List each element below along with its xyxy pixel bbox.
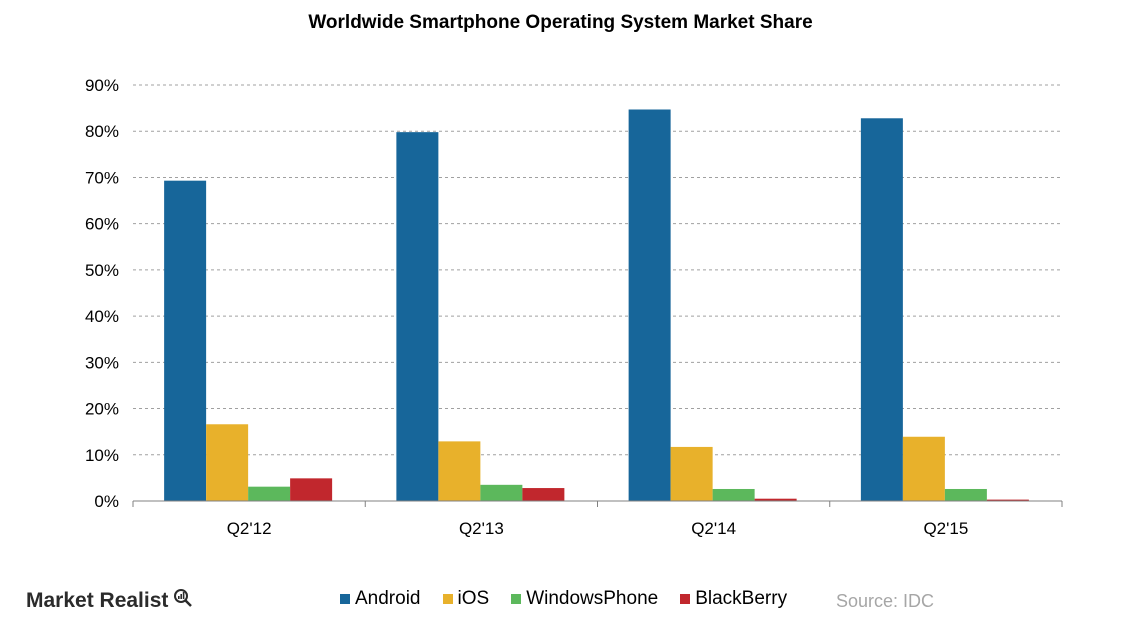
brand-name: Market Realist bbox=[26, 589, 169, 612]
legend-swatch-ios bbox=[442, 594, 453, 604]
bar-windowsphone-1 bbox=[480, 484, 523, 501]
legend: Android iOS WindowsPhone BlackBerry bbox=[340, 588, 809, 610]
source-note: Source: IDC bbox=[836, 591, 935, 611]
legend-item-ios: iOS bbox=[442, 588, 490, 610]
bar-windowsphone-2 bbox=[712, 488, 755, 501]
bar-ios-0 bbox=[206, 424, 249, 501]
y-tick-label: 60% bbox=[85, 215, 119, 234]
bar-android-2 bbox=[628, 109, 671, 502]
y-tick-label: 80% bbox=[85, 122, 119, 141]
y-tick-label: 40% bbox=[85, 307, 119, 326]
y-tick-label: 70% bbox=[85, 168, 119, 187]
bar-blackberry-3 bbox=[986, 499, 1029, 501]
bar-windowsphone-0 bbox=[248, 486, 291, 501]
bar-android-3 bbox=[860, 118, 903, 501]
y-tick-label: 0% bbox=[94, 492, 119, 511]
x-tick-label: Q2'13 bbox=[459, 519, 504, 538]
x-tick-label: Q2'14 bbox=[691, 519, 736, 538]
bar-android-1 bbox=[396, 132, 439, 501]
bar-chart: 0% 10% 20% 30% 40% 50% 60% 70% 80% 90% Q2'12 Q2'13 Q… bbox=[85, 76, 1063, 538]
bar-ios-3 bbox=[902, 436, 945, 501]
magnifier-chart-icon bbox=[172, 588, 194, 614]
axes: 0% 10% 20% 30% 40% 50% 60% 70% 80% 90% Q2'12 Q2'13 Q… bbox=[85, 76, 1063, 538]
y-tick-label: 20% bbox=[85, 400, 119, 419]
legend-label-blackberry: BlackBerry bbox=[695, 588, 788, 609]
gridlines bbox=[133, 84, 1062, 456]
y-tick-label: 50% bbox=[85, 261, 119, 280]
legend-swatch-windowsphone bbox=[511, 594, 522, 604]
y-tick-label: 90% bbox=[85, 76, 119, 95]
bar-blackberry-2 bbox=[754, 498, 797, 501]
legend-swatch-blackberry bbox=[680, 594, 691, 604]
bars bbox=[164, 109, 1029, 502]
bar-windowsphone-3 bbox=[944, 488, 987, 501]
x-tick-label: Q2'12 bbox=[227, 519, 272, 538]
legend-item-windowsphone: WindowsPhone bbox=[511, 588, 658, 610]
bar-blackberry-0 bbox=[290, 478, 333, 501]
legend-item-blackberry: BlackBerry bbox=[680, 588, 787, 610]
x-tick-label: Q2'15 bbox=[923, 519, 968, 538]
bar-ios-1 bbox=[438, 441, 481, 501]
legend-label-ios: iOS bbox=[457, 588, 490, 609]
bar-blackberry-1 bbox=[522, 488, 565, 501]
legend-item-android: Android bbox=[340, 588, 421, 610]
legend-label-windowsphone: WindowsPhone bbox=[526, 588, 659, 609]
brand-logo: Market Realist bbox=[26, 588, 194, 614]
chart-title: Worldwide Smartphone Operating System Ma… bbox=[308, 12, 813, 33]
legend-label-android: Android bbox=[355, 588, 421, 609]
legend-swatch-android bbox=[340, 594, 350, 604]
y-tick-label: 30% bbox=[85, 353, 119, 372]
bar-android-0 bbox=[164, 180, 207, 501]
bar-ios-2 bbox=[670, 446, 713, 501]
y-tick-label: 10% bbox=[85, 446, 119, 465]
